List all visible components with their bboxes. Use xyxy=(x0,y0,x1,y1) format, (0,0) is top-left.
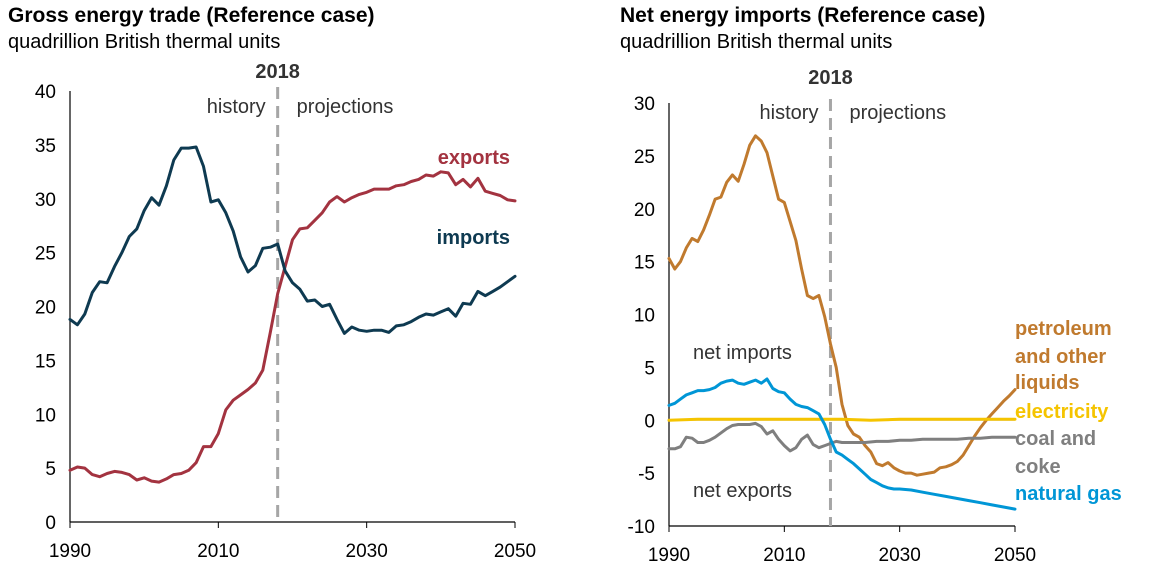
right-x-tick-label: 1990 xyxy=(648,545,690,566)
right-series-petroleum-and-other-liquids-line xyxy=(667,134,1017,477)
left-y-tick-label: 15 xyxy=(35,351,56,372)
left-y-tick-label: 35 xyxy=(35,136,56,157)
right-divider-year-label: 2018 xyxy=(808,67,853,89)
right-y-tick-label: 30 xyxy=(634,94,655,115)
right-series-label-petroleum-and-other-liquids: and other xyxy=(1015,346,1106,368)
right-y-tick-label: 20 xyxy=(634,200,655,221)
left-y-tick-label: 40 xyxy=(35,82,56,103)
left-series-label-imports: imports xyxy=(437,227,510,249)
left-x-tick-label: 2030 xyxy=(346,541,388,562)
right-x-tick-label: 2010 xyxy=(763,545,805,566)
right-series-label-petroleum-and-other-liquids: liquids xyxy=(1015,372,1079,394)
left-x-tick-label: 2050 xyxy=(494,541,536,562)
right-projections-label: projections xyxy=(849,102,946,124)
right-y-tick-label: 15 xyxy=(634,253,655,274)
right-x-tick-label: 2030 xyxy=(879,545,921,566)
right-chart-subtitle: quadrillion British thermal units xyxy=(620,31,893,53)
left-history-label: history xyxy=(207,96,266,118)
left-chart-subtitle: quadrillion British thermal units xyxy=(8,31,281,53)
right-y-tick-label: -10 xyxy=(628,517,655,538)
left-divider-year-label: 2018 xyxy=(255,61,300,83)
right-series-label-coal-and-coke: coal and xyxy=(1015,428,1096,450)
left-y-tick-label: 0 xyxy=(45,513,56,534)
left-chart-title: Gross energy trade (Reference case) xyxy=(8,4,375,27)
right-history-label: history xyxy=(760,102,819,124)
left-x-tick-label: 2010 xyxy=(197,541,239,562)
net-imports-label: net imports xyxy=(693,342,792,364)
right-y-tick-label: 25 xyxy=(634,147,655,168)
right-series-natural-gas-line xyxy=(667,377,1017,511)
right-y-tick-label: 10 xyxy=(634,306,655,327)
left-y-tick-label: 25 xyxy=(35,244,56,265)
net-exports-label: net exports xyxy=(693,480,792,502)
left-series-label-exports: exports xyxy=(438,147,510,169)
right-series-label-natural-gas: natural gas xyxy=(1015,483,1122,505)
left-series-imports-line xyxy=(68,145,517,335)
right-y-tick-label: -5 xyxy=(638,464,655,485)
left-x-tick-label: 1990 xyxy=(49,541,91,562)
left-y-tick-label: 10 xyxy=(35,405,56,426)
left-series-exports-line xyxy=(68,170,517,484)
right-series-electricity-line xyxy=(667,417,1017,422)
right-y-tick-label: 5 xyxy=(644,358,655,379)
right-series-label-petroleum-and-other-liquids: petroleum xyxy=(1015,318,1112,340)
right-x-tick-label: 2050 xyxy=(994,545,1036,566)
right-series-label-electricity: electricity xyxy=(1015,401,1109,423)
right-y-tick-label: 0 xyxy=(644,411,655,432)
right-series-label-coal-and-coke: coke xyxy=(1015,456,1061,478)
right-chart-title: Net energy imports (Reference case) xyxy=(620,4,986,27)
right-series-coal-and-coke-line xyxy=(667,421,1017,453)
left-projections-label: projections xyxy=(297,96,394,118)
left-y-tick-label: 20 xyxy=(35,298,56,319)
left-y-tick-label: 5 xyxy=(45,459,56,480)
left-y-tick-label: 30 xyxy=(35,190,56,211)
